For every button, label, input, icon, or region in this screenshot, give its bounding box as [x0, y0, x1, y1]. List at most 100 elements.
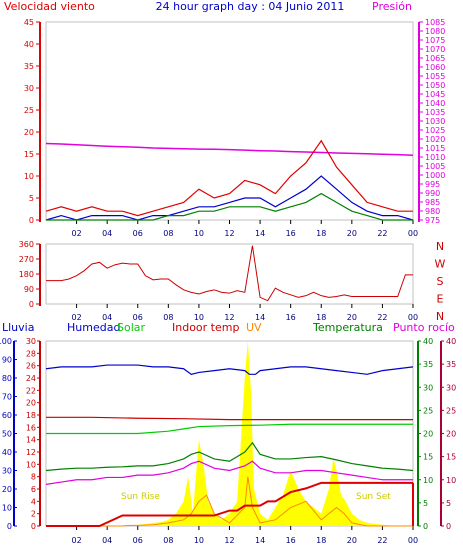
pressure-right-tick-label: 1000 [425, 171, 445, 180]
humidity-tick-label: 10 [2, 504, 12, 513]
uv-tick-label: 16 [26, 423, 36, 432]
temperature-tick-label: 40 [423, 337, 433, 346]
wind-left-tick-label: 20 [24, 128, 34, 137]
wind-x-tick-label: 14 [255, 229, 265, 238]
weather-x-tick-label: 14 [255, 536, 265, 545]
weather-x-tick-label: 16 [286, 536, 296, 545]
pressure-axis-title: Presión [372, 0, 412, 13]
temperature-tick-label: 0 [423, 522, 428, 531]
direction-x-tick-label: 02 [71, 313, 81, 322]
weather-x-tick-label: 04 [102, 536, 112, 545]
direction-x-tick-label: 06 [133, 313, 143, 322]
direction-x-tick-label: 14 [255, 313, 265, 322]
uv-tick-label: 14 [26, 436, 36, 445]
wind-direction-line [46, 245, 413, 302]
pressure-right-tick-label: 1065 [425, 54, 445, 63]
direction-x-tick-label: 08 [163, 313, 173, 322]
pressure-right-tick-label: 1080 [425, 27, 445, 36]
temperature-tick-label: 15 [423, 453, 433, 462]
direction-x-tick-label: 00 [408, 313, 418, 322]
wind-average-line [46, 192, 413, 221]
wind-x-tick-label: 22 [377, 229, 387, 238]
direction-x-tick-label: 04 [102, 313, 112, 322]
wind-left-tick-label: 30 [24, 84, 34, 93]
weather-x-tick-label: 20 [347, 536, 357, 545]
direction-tick-label: 360 [19, 240, 34, 249]
wind-x-tick-label: 16 [286, 229, 296, 238]
uv-tick-label: 2 [31, 510, 36, 519]
humidity-tick-label: 50 [2, 430, 12, 439]
pressure-right-tick-label: 1040 [425, 99, 445, 108]
compass-label: W [435, 258, 446, 271]
wind-x-tick-label: 06 [133, 229, 143, 238]
indoor-temp-line [46, 416, 413, 421]
wind-x-tick-label: 08 [163, 229, 173, 238]
pressure-right-tick-label: 1010 [425, 153, 445, 162]
direction-tick-label: 90 [24, 285, 34, 294]
dew-tick-label: 30 [446, 383, 456, 392]
pressure-right-tick-label: 1015 [425, 144, 445, 153]
pressure-right-tick-label: 975 [425, 216, 440, 225]
uv-tick-label: 12 [26, 448, 36, 457]
wind-left-tick-label: 35 [24, 62, 34, 71]
temperature-tick-label: 10 [423, 476, 433, 485]
dew-point-line [45, 460, 413, 485]
direction-x-tick-label: 16 [286, 313, 296, 322]
pressure-line [45, 142, 414, 156]
pressure-right-tick-label: 1055 [425, 72, 445, 81]
direction-x-tick-label: 10 [194, 313, 204, 322]
humidity-line [45, 364, 414, 375]
pressure-right-tick-label: 1020 [425, 135, 445, 144]
pressure-right-tick-label: 1075 [425, 36, 445, 45]
wind-left-tick-label: 10 [24, 172, 34, 181]
humidity-tick-label: 30 [2, 467, 12, 476]
pressure-right-tick-label: 1050 [425, 81, 445, 90]
wind-x-tick-label: 18 [316, 229, 326, 238]
annotation-sun-rise: Sun Rise [121, 492, 160, 502]
wind-left-tick-label: 45 [24, 18, 34, 27]
temperature-line [45, 441, 414, 472]
legend-humedad: Humedad [67, 321, 120, 334]
chart-marks: 0510152025303540459759809859909951000100… [0, 18, 456, 545]
wind-x-tick-label: 12 [224, 229, 234, 238]
humidity-tick-label: 90 [2, 356, 12, 365]
dew-tick-label: 5 [446, 499, 451, 508]
pressure-right-tick-label: 990 [425, 189, 440, 198]
humidity-tick-label: 60 [2, 411, 12, 420]
uv-tick-label: 18 [26, 411, 36, 420]
direction-x-tick-label: 12 [224, 313, 234, 322]
pressure-right-tick-label: 980 [425, 207, 440, 216]
direction-tick-label: 270 [19, 255, 34, 264]
pressure-right-tick-label: 1030 [425, 117, 445, 126]
weather-x-tick-label: 02 [71, 536, 81, 545]
temperature-tick-label: 30 [423, 383, 433, 392]
wind-plot-frame [45, 21, 414, 221]
uv-tick-label: 6 [31, 485, 36, 494]
pressure-right-tick-label: 1085 [425, 18, 445, 27]
uv-tick-label: 0 [31, 522, 36, 531]
legend-uv: UV [246, 321, 262, 334]
temperature-tick-label: 25 [423, 406, 433, 415]
dew-tick-label: 0 [446, 522, 451, 531]
dew-tick-label: 15 [446, 453, 456, 462]
legend-indoor-temp: Indoor temp [172, 321, 239, 334]
direction-plot-frame [45, 243, 414, 305]
pressure-right-tick-label: 1035 [425, 108, 445, 117]
pressure-right-tick-label: 1005 [425, 162, 445, 171]
weather-x-tick-label: 00 [408, 536, 418, 545]
humidity-tick-label: 80 [2, 374, 12, 383]
wind-x-tick-label: 10 [194, 229, 204, 238]
uv-tick-label: 30 [26, 337, 36, 346]
direction-x-tick-label: 18 [316, 313, 326, 322]
pressure-right-tick-label: 1025 [425, 126, 445, 135]
annotation-sun-set: Sun Set [356, 492, 391, 502]
weather-x-tick-label: 18 [316, 536, 326, 545]
wind-left-tick-label: 5 [29, 194, 34, 203]
uv-tick-label: 4 [31, 497, 36, 506]
weather-x-tick-label: 22 [377, 536, 387, 545]
uv-tick-label: 28 [26, 349, 36, 358]
direction-tick-label: 180 [19, 270, 34, 279]
wind-left-tick-label: 15 [24, 150, 34, 159]
legend-lluvia: Lluvia [2, 321, 34, 334]
solar-line [46, 423, 413, 435]
